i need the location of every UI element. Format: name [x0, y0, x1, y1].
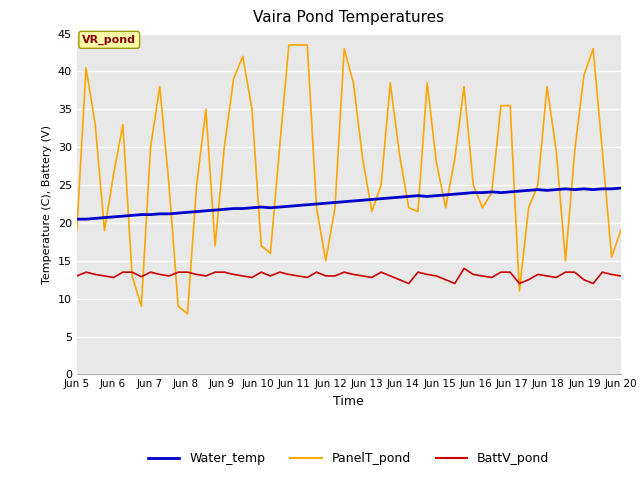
Text: VR_pond: VR_pond	[83, 35, 136, 45]
Legend: Water_temp, PanelT_pond, BattV_pond: Water_temp, PanelT_pond, BattV_pond	[143, 447, 554, 470]
Title: Vaira Pond Temperatures: Vaira Pond Temperatures	[253, 11, 444, 25]
Y-axis label: Temperature (C), Battery (V): Temperature (C), Battery (V)	[42, 124, 52, 284]
X-axis label: Time: Time	[333, 395, 364, 408]
